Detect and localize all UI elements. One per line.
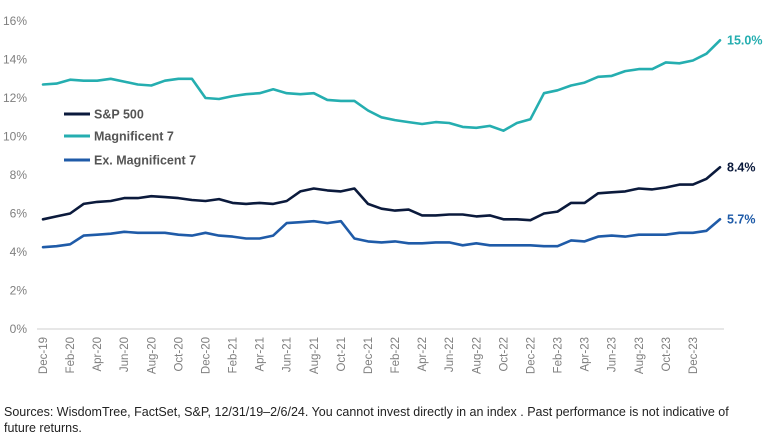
end-value-label: 5.7% <box>727 212 756 226</box>
end-value-label: 15.0% <box>727 33 762 47</box>
x-axis: Dec-19 Feb-20 Apr-20 Jun-20 Aug-20 Oct-20 Dec-… <box>38 337 700 374</box>
line-chart: 0% 2% 4% 6% 8% 10% 12% 14% 16% Dec-19 Feb-20 Apr-2… <box>3 14 762 374</box>
x-tick-label: Jun-21 <box>282 337 294 372</box>
series-line-magnificent-7 <box>41 38 722 132</box>
legend-label: Ex. Magnificent 7 <box>94 154 196 168</box>
legend-label: Magnificent 7 <box>94 130 174 144</box>
x-tick-label: Dec-23 <box>688 337 700 374</box>
y-tick-label: 16% <box>3 14 27 28</box>
x-tick-label: Aug-22 <box>471 337 483 374</box>
x-tick-label: Aug-20 <box>146 337 158 374</box>
end-value-label: 8.4% <box>727 160 756 174</box>
x-tick-label: Feb-22 <box>390 337 402 373</box>
y-tick-label: 10% <box>3 130 27 144</box>
legend-label: S&P 500 <box>94 108 144 122</box>
x-tick-label: Apr-21 <box>255 337 267 372</box>
x-tick-label: Aug-23 <box>634 337 646 374</box>
x-tick-label: Apr-20 <box>92 337 104 372</box>
x-tick-label: Oct-21 <box>336 337 348 372</box>
x-tick-label: Dec-21 <box>363 337 375 374</box>
x-tick-label: Dec-20 <box>200 337 212 374</box>
source-note: Sources: WisdomTree, FactSet, S&P, 12/31… <box>4 405 729 435</box>
series-line-s-p-500 <box>41 166 722 222</box>
x-tick-label: Feb-23 <box>553 337 565 373</box>
x-tick-label: Apr-22 <box>417 337 429 372</box>
series-line-ex-magnificent-7 <box>41 218 722 249</box>
x-tick-label: Dec-22 <box>525 337 537 374</box>
x-tick-label: Feb-21 <box>228 337 240 373</box>
x-tick-label: Jun-23 <box>607 337 619 372</box>
x-tick-label: Oct-22 <box>498 337 510 372</box>
x-tick-label: Jun-20 <box>119 337 131 372</box>
y-tick-label: 14% <box>3 53 27 67</box>
x-tick-label: Oct-20 <box>173 337 185 372</box>
x-tick-label: Dec-19 <box>38 337 50 374</box>
y-tick-label: 0% <box>10 322 28 336</box>
y-tick-label: 8% <box>10 168 28 182</box>
y-tick-label: 6% <box>10 207 28 221</box>
x-tick-label: Feb-20 <box>65 337 77 373</box>
x-tick-label: Oct-23 <box>661 337 673 372</box>
y-tick-label: 2% <box>10 284 28 298</box>
x-tick-label: Apr-23 <box>580 337 592 372</box>
x-tick-label: Aug-21 <box>309 337 321 374</box>
y-tick-label: 12% <box>3 91 27 105</box>
series-layer <box>41 38 722 249</box>
y-axis: 0% 2% 4% 6% 8% 10% 12% 14% 16% <box>3 14 27 336</box>
y-tick-label: 4% <box>10 245 28 259</box>
legend: S&P 500 Magnificent 7 Ex. Magnificent 7 <box>64 108 196 168</box>
end-labels: 8.4% 15.0% 5.7% <box>727 33 762 226</box>
x-tick-label: Jun-22 <box>444 337 456 372</box>
